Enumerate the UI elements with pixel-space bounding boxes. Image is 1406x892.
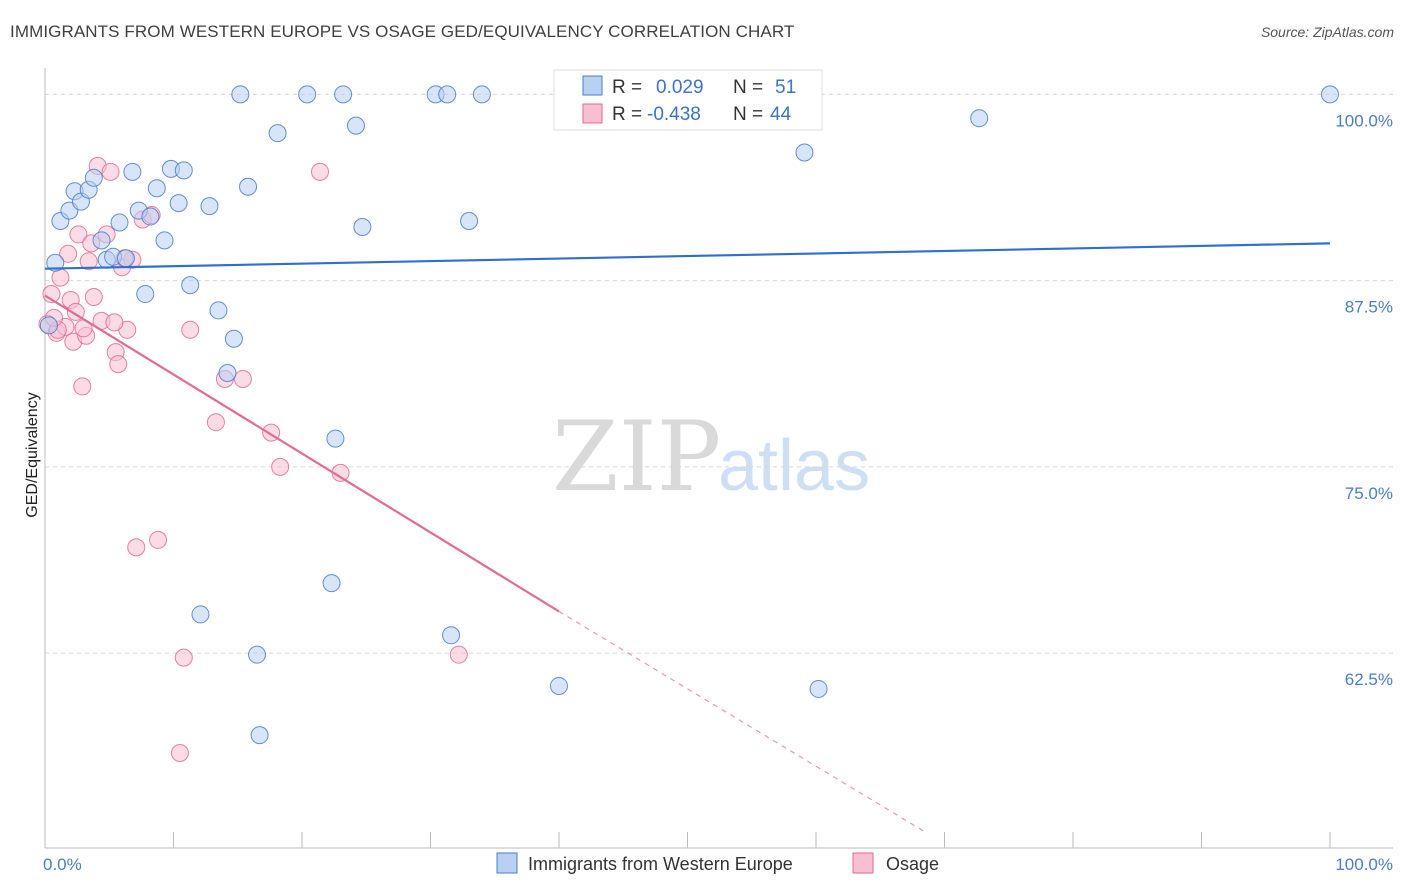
osage-point-28 <box>174 648 193 667</box>
western-europe-point-13 <box>123 162 142 181</box>
osage-trend-line <box>44 294 560 613</box>
western-europe-point-28 <box>239 177 258 196</box>
series-legend: Immigrants from Western Europe Osage <box>496 852 939 874</box>
western-europe-point-43 <box>550 676 568 695</box>
legend-n-value-pink: 44 <box>770 104 792 125</box>
chart-title: IMMIGRANTS FROM WESTERN EUROPE VS OSAGE … <box>10 22 795 41</box>
y-tick-label-1: 87.5% <box>1345 298 1393 317</box>
osage-point-9 <box>73 377 92 396</box>
western-europe-point-21 <box>174 161 193 180</box>
western-europe-point-41 <box>460 212 479 231</box>
legend-swatch-pink <box>582 103 603 124</box>
osage-point-23 <box>127 538 146 557</box>
series-legend-swatch-blue <box>496 852 518 874</box>
osage-point-29 <box>181 320 200 339</box>
osage-point-19 <box>109 355 128 374</box>
watermark-zip: ZIP <box>552 401 721 513</box>
legend-n-value-blue: 51 <box>775 77 796 98</box>
x-tick-labels: 0.0% 100.0% <box>43 855 1393 874</box>
osage-point-34 <box>271 457 290 476</box>
western-europe-point-47 <box>809 679 828 698</box>
legend-swatch-blue <box>582 75 603 96</box>
series-legend-label-blue: Immigrants from Western Europe <box>528 854 793 874</box>
western-europe-point-33 <box>322 574 341 593</box>
western-europe-point-26 <box>224 329 243 348</box>
western-europe-point-12 <box>116 249 135 268</box>
osage-point-35 <box>310 162 329 181</box>
legend-r-value-pink: -0.438 <box>647 104 701 125</box>
western-europe-point-23 <box>200 197 219 216</box>
western-europe-point-15 <box>136 285 155 304</box>
osage-point-30 <box>206 413 225 432</box>
trend-lines <box>44 242 1331 833</box>
western-europe-point-50 <box>191 605 210 624</box>
osage-point-32 <box>233 369 252 388</box>
y-tick-labels: 100.0% 87.5% 75.0% 62.5% <box>1335 111 1393 689</box>
western-europe-point-24 <box>209 301 228 320</box>
western-europe-trend-line <box>44 242 1331 270</box>
western-europe-point-32 <box>298 85 317 104</box>
western-europe-point-30 <box>250 726 269 745</box>
osage-point-5 <box>59 244 78 263</box>
source-label: Source: ZipAtlas.com <box>1260 24 1394 40</box>
stats-legend: R = 0.029 N = 51 R = -0.438 N = 44 <box>553 69 823 131</box>
y-tick-label-2: 75.0% <box>1345 484 1393 503</box>
western-europe-point-37 <box>353 217 372 236</box>
osage-point-17 <box>101 162 120 181</box>
western-europe-point-39 <box>438 85 457 104</box>
western-europe-point-11 <box>110 213 129 232</box>
western-europe-point-20 <box>169 194 188 213</box>
axes <box>44 68 1393 849</box>
western-europe-point-29 <box>248 645 267 664</box>
osage-point-40 <box>105 313 124 332</box>
osage-point-37 <box>449 645 468 664</box>
osage-point-8 <box>69 225 88 244</box>
western-europe-point-36 <box>346 116 365 135</box>
osage-point-26 <box>149 530 168 549</box>
western-europe-point-49 <box>1321 85 1339 104</box>
series-legend-label-pink: Osage <box>886 854 939 874</box>
y-tick-label-3: 62.5% <box>1345 670 1393 689</box>
osage-trend-line-extension <box>558 610 926 833</box>
osage-point-13 <box>84 288 103 307</box>
western-europe-points <box>39 85 1339 745</box>
osage-point-1 <box>42 285 61 304</box>
western-europe-point-25 <box>218 364 237 383</box>
x-tick-label-1: 100.0% <box>1335 855 1393 874</box>
series-legend-swatch-pink <box>852 852 874 874</box>
western-europe-point-31 <box>268 124 287 143</box>
western-europe-point-34 <box>326 429 345 448</box>
legend-r-value-blue: 0.029 <box>656 77 704 98</box>
western-europe-point-27 <box>231 85 250 104</box>
western-europe-point-8 <box>92 231 111 250</box>
osage-point-11 <box>79 252 98 271</box>
y-tick-label-0: 100.0% <box>1335 111 1393 130</box>
western-europe-point-1 <box>46 253 65 272</box>
western-europe-point-7 <box>84 168 103 187</box>
watermark-atlas: atlas <box>718 426 870 506</box>
watermark: ZIP atlas <box>552 401 870 513</box>
legend-n-label-pink: N = <box>733 104 763 125</box>
western-europe-point-18 <box>155 231 174 250</box>
western-europe-point-48 <box>970 109 989 128</box>
western-europe-point-22 <box>181 276 200 295</box>
western-europe-point-42 <box>472 85 491 104</box>
western-europe-point-46 <box>795 143 814 162</box>
legend-r-label-pink: R = <box>612 104 642 125</box>
western-europe-point-16 <box>141 207 160 226</box>
western-europe-point-17 <box>147 179 166 198</box>
x-tick-label-0: 0.0% <box>43 855 82 874</box>
osage-point-27 <box>170 744 189 763</box>
legend-r-label-blue: R = <box>612 77 642 98</box>
legend-n-label-blue: N = <box>733 77 763 98</box>
western-europe-point-40 <box>442 626 461 645</box>
y-axis-label: GED/Equivalency <box>24 392 41 517</box>
western-europe-point-35 <box>334 85 353 104</box>
western-europe-point-0 <box>39 316 58 335</box>
